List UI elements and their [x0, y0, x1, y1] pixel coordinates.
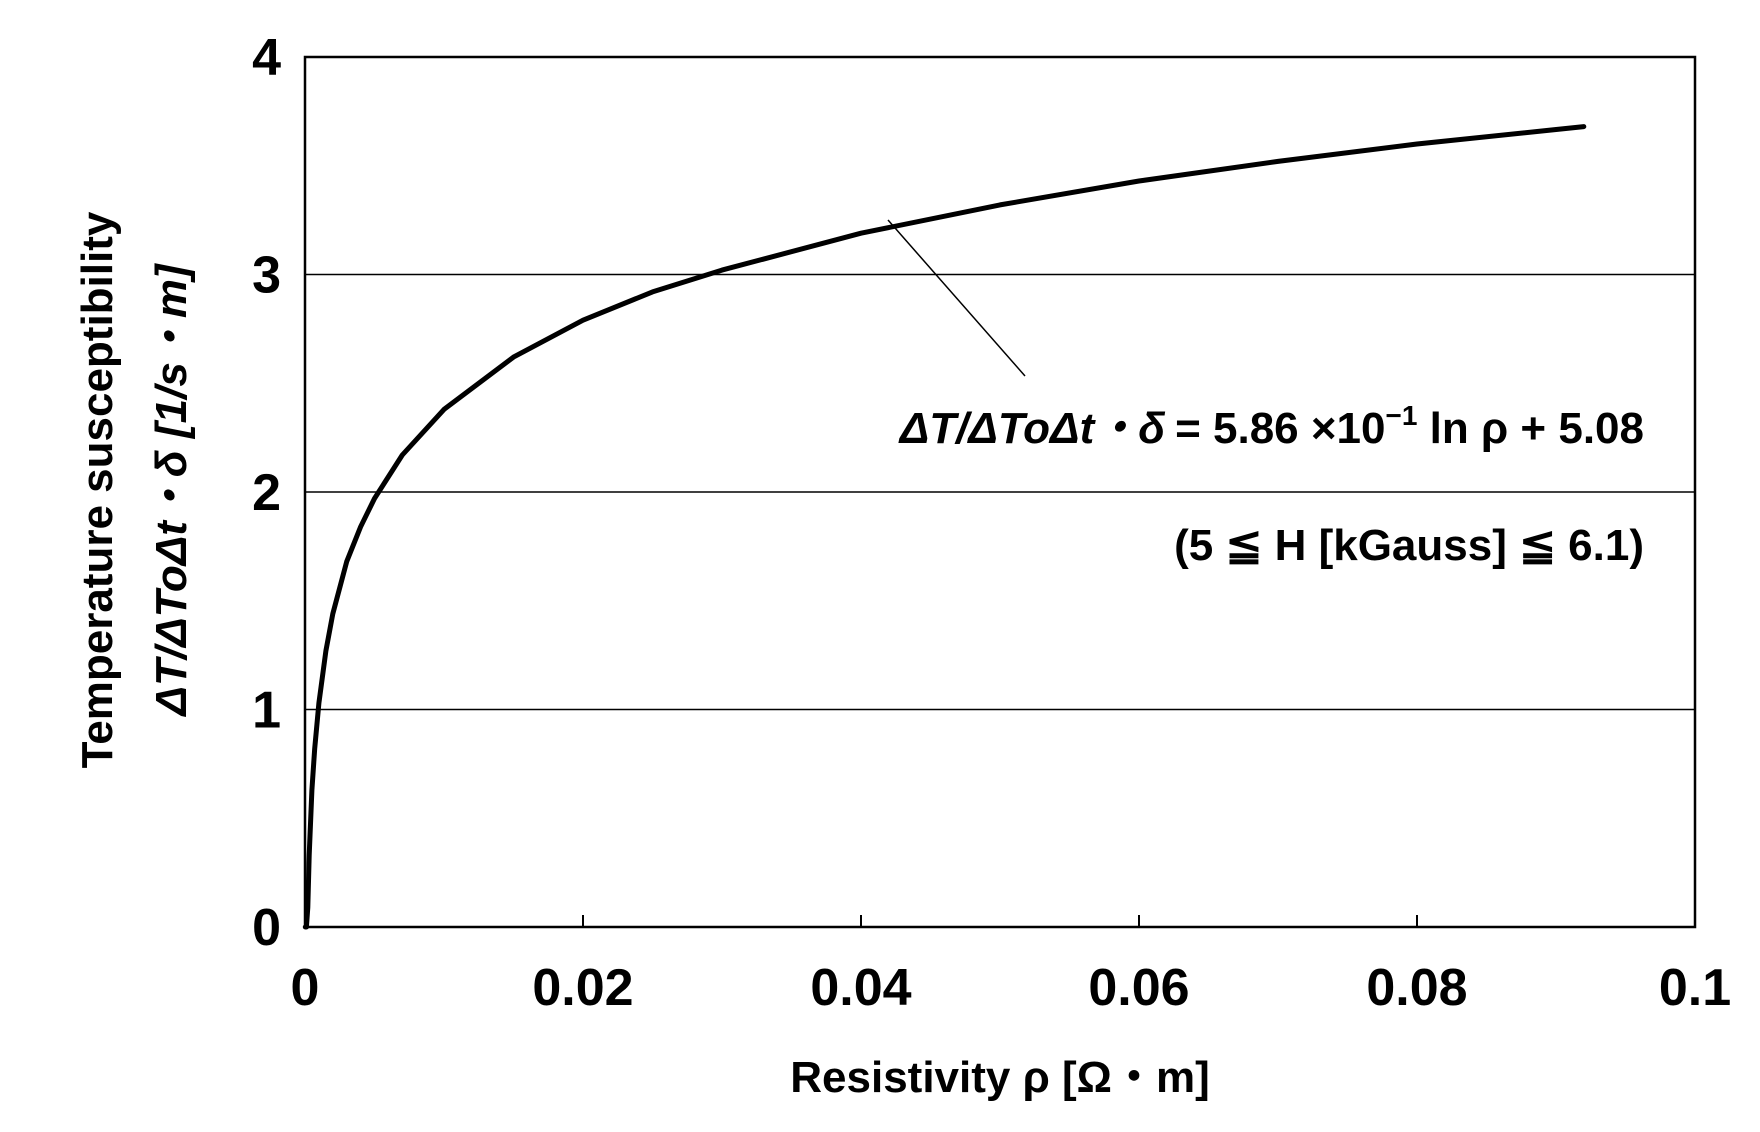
- y-gridlines: [305, 273, 1695, 711]
- y-tick-label: 4: [252, 29, 281, 87]
- x-tick-label: 0.04: [810, 959, 911, 1017]
- y-tick-labels: 0 1 2 3 4: [252, 29, 281, 957]
- equation-exponent: −1: [1386, 400, 1418, 431]
- series-line: [302, 124, 1587, 930]
- annotation-leader-line: [887, 219, 1026, 377]
- y-axis-title-line1: Temperature susceptibility: [73, 211, 122, 768]
- equation-lhs: ΔT/ΔToΔt・δ: [898, 404, 1165, 453]
- y-tick-label: 3: [252, 247, 281, 305]
- x-tick-labels: 0 0.02 0.04 0.06 0.08 0.1: [291, 959, 1732, 1017]
- x-tick-label: 0.06: [1088, 959, 1189, 1017]
- equation-tail: ln ρ + 5.08: [1417, 404, 1644, 453]
- plot-area-frame: [303, 55, 1697, 929]
- y-axis-title-line2: ΔT/ΔToΔt・δ [1/s・m]: [147, 263, 196, 718]
- equation-rhs: = 5.86 ×10: [1175, 404, 1385, 453]
- y-tick-label: 2: [252, 464, 281, 522]
- equation-annotation: ΔT/ΔToΔt・δ = 5.86 ×10−1 ln ρ + 5.08: [898, 400, 1644, 453]
- x-axis-title: Resistivity ρ [Ω・m]: [790, 1053, 1209, 1102]
- x-tick-label: 0.02: [532, 959, 633, 1017]
- x-tick-label: 0.08: [1366, 959, 1467, 1017]
- y-tick-label: 1: [252, 682, 281, 740]
- x-tick-label: 0: [291, 959, 320, 1017]
- condition-annotation: (5 ≦ H [kGauss] ≦ 6.1): [1174, 521, 1644, 570]
- y-tick-label: 0: [252, 899, 281, 957]
- x-tick-label: 0.1: [1659, 959, 1731, 1017]
